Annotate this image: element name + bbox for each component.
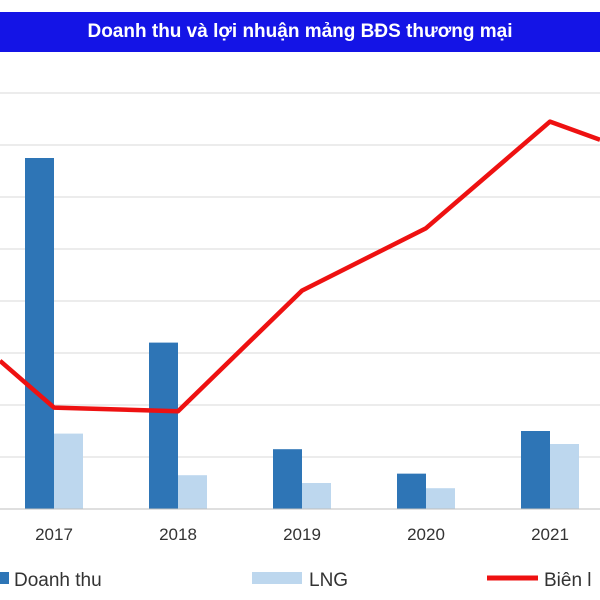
bar-lng	[54, 433, 83, 509]
bars	[25, 158, 579, 509]
bar-doanh-thu	[273, 449, 302, 509]
bar-doanh-thu	[25, 158, 54, 509]
x-tick-label: 2017	[35, 525, 73, 544]
legend: Doanh thu LNG Biên l	[0, 570, 592, 591]
bar-lng	[550, 444, 579, 509]
x-tick-label: 2021	[531, 525, 569, 544]
x-tick-label: 2020	[407, 525, 445, 544]
x-tick-label: 2018	[159, 525, 197, 544]
x-tick-labels: 2017 2018 2019 2020 2021	[35, 525, 569, 544]
chart-title-bar: Doanh thu và lợi nhuận mảng BĐS thương m…	[0, 12, 600, 52]
margin-line	[0, 119, 600, 414]
chart-title: Doanh thu và lợi nhuận mảng BĐS thương m…	[87, 21, 513, 42]
bar-doanh-thu	[149, 342, 178, 509]
bar-lng	[426, 488, 455, 509]
gridlines	[0, 92, 600, 458]
bar-doanh-thu	[521, 431, 550, 509]
x-tick-label: 2019	[283, 525, 321, 544]
legend-swatch-lng	[252, 572, 302, 584]
bar-lng	[178, 475, 207, 509]
bar-doanh-thu	[397, 473, 426, 509]
legend-swatch-doanh-thu	[0, 572, 9, 584]
line-bien-loi-nhuan	[0, 119, 600, 414]
legend-label-lng: LNG	[309, 570, 348, 591]
bar-lng	[302, 483, 331, 509]
legend-label-line: Biên l	[544, 570, 592, 591]
legend-label-doanh-thu: Doanh thu	[14, 570, 102, 591]
